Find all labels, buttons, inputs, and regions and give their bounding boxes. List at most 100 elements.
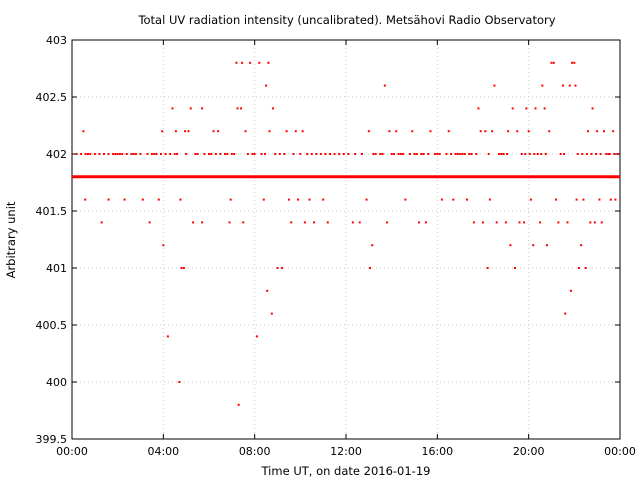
- data-point: [388, 130, 391, 133]
- data-point: [262, 198, 265, 201]
- data-point: [98, 153, 101, 155]
- data-point: [268, 130, 271, 133]
- data-point: [459, 153, 462, 155]
- data-point: [404, 198, 407, 201]
- data-point: [511, 107, 514, 110]
- data-point: [219, 153, 222, 155]
- data-point: [438, 153, 441, 155]
- data-point: [297, 198, 300, 201]
- data-point: [360, 153, 363, 155]
- data-point: [132, 153, 135, 155]
- data-point: [171, 107, 174, 110]
- data-point: [569, 289, 572, 292]
- data-point: [447, 130, 450, 133]
- data-point: [270, 312, 273, 315]
- data-point: [509, 244, 512, 247]
- data-point: [482, 221, 484, 224]
- data-point: [536, 153, 539, 155]
- data-point: [118, 153, 121, 155]
- data-point: [267, 61, 270, 64]
- data-point: [258, 61, 261, 64]
- data-point: [223, 153, 226, 155]
- x-tick-label: 20:00: [513, 445, 545, 458]
- data-point: [566, 221, 569, 224]
- data-point: [179, 198, 182, 201]
- data-point: [80, 153, 83, 155]
- data-point: [461, 153, 464, 155]
- data-point: [564, 312, 567, 315]
- data-points: [72, 61, 620, 406]
- y-tick-label: 401.5: [36, 205, 68, 218]
- data-point: [351, 221, 354, 224]
- data-point: [125, 153, 128, 155]
- data-point: [408, 153, 411, 155]
- data-point: [333, 153, 336, 155]
- chart-title: Total UV radiation intensity (uncalibrat…: [137, 13, 555, 27]
- data-point: [541, 84, 544, 87]
- data-point: [497, 153, 500, 155]
- data-point: [114, 153, 117, 155]
- data-point: [429, 130, 432, 133]
- data-point: [550, 61, 553, 64]
- x-tick-label: 00:00: [56, 445, 88, 458]
- data-point: [504, 221, 507, 224]
- data-point: [577, 267, 580, 269]
- data-point: [381, 153, 384, 155]
- data-point: [130, 153, 133, 155]
- data-point: [591, 107, 594, 110]
- data-point: [93, 153, 96, 155]
- data-point: [411, 130, 414, 133]
- data-point: [422, 153, 425, 155]
- data-point: [365, 198, 368, 201]
- data-point: [230, 153, 233, 155]
- data-point: [315, 153, 318, 155]
- data-point: [251, 153, 254, 155]
- data-point: [155, 153, 158, 155]
- data-point: [605, 153, 608, 155]
- data-point: [214, 153, 217, 155]
- data-point: [326, 221, 329, 224]
- y-axis-label: Arbitrary unit: [4, 201, 18, 278]
- data-point: [306, 153, 309, 155]
- data-point: [479, 130, 482, 133]
- data-point: [266, 289, 269, 292]
- x-tick-label: 16:00: [421, 445, 453, 458]
- data-point: [194, 153, 197, 155]
- data-point: [121, 153, 124, 155]
- x-tick-label: 08:00: [239, 445, 271, 458]
- data-point: [608, 153, 611, 155]
- data-point: [161, 130, 164, 133]
- data-point: [500, 153, 503, 155]
- data-point: [472, 221, 475, 224]
- data-point: [233, 153, 236, 155]
- data-point: [424, 221, 427, 224]
- data-point: [107, 153, 110, 155]
- data-point: [574, 84, 577, 87]
- data-point: [290, 221, 293, 224]
- data-point: [212, 130, 215, 133]
- data-point: [609, 198, 612, 201]
- data-point: [593, 221, 596, 224]
- data-point: [532, 244, 535, 247]
- data-point: [342, 153, 345, 155]
- data-point: [371, 244, 374, 247]
- data-point: [552, 61, 555, 64]
- data-point: [287, 198, 290, 201]
- data-point: [456, 153, 459, 155]
- data-point: [265, 84, 268, 87]
- data-point: [180, 267, 183, 269]
- data-point: [557, 221, 560, 224]
- data-point: [436, 153, 439, 155]
- data-point: [525, 107, 528, 110]
- data-point: [174, 130, 177, 133]
- data-point: [528, 153, 531, 155]
- data-point: [176, 153, 179, 155]
- data-point: [533, 153, 536, 155]
- data-point: [484, 130, 487, 133]
- data-point: [283, 153, 286, 155]
- data-point: [86, 153, 89, 155]
- data-point: [141, 198, 144, 201]
- data-point: [82, 130, 85, 133]
- data-point: [491, 130, 494, 133]
